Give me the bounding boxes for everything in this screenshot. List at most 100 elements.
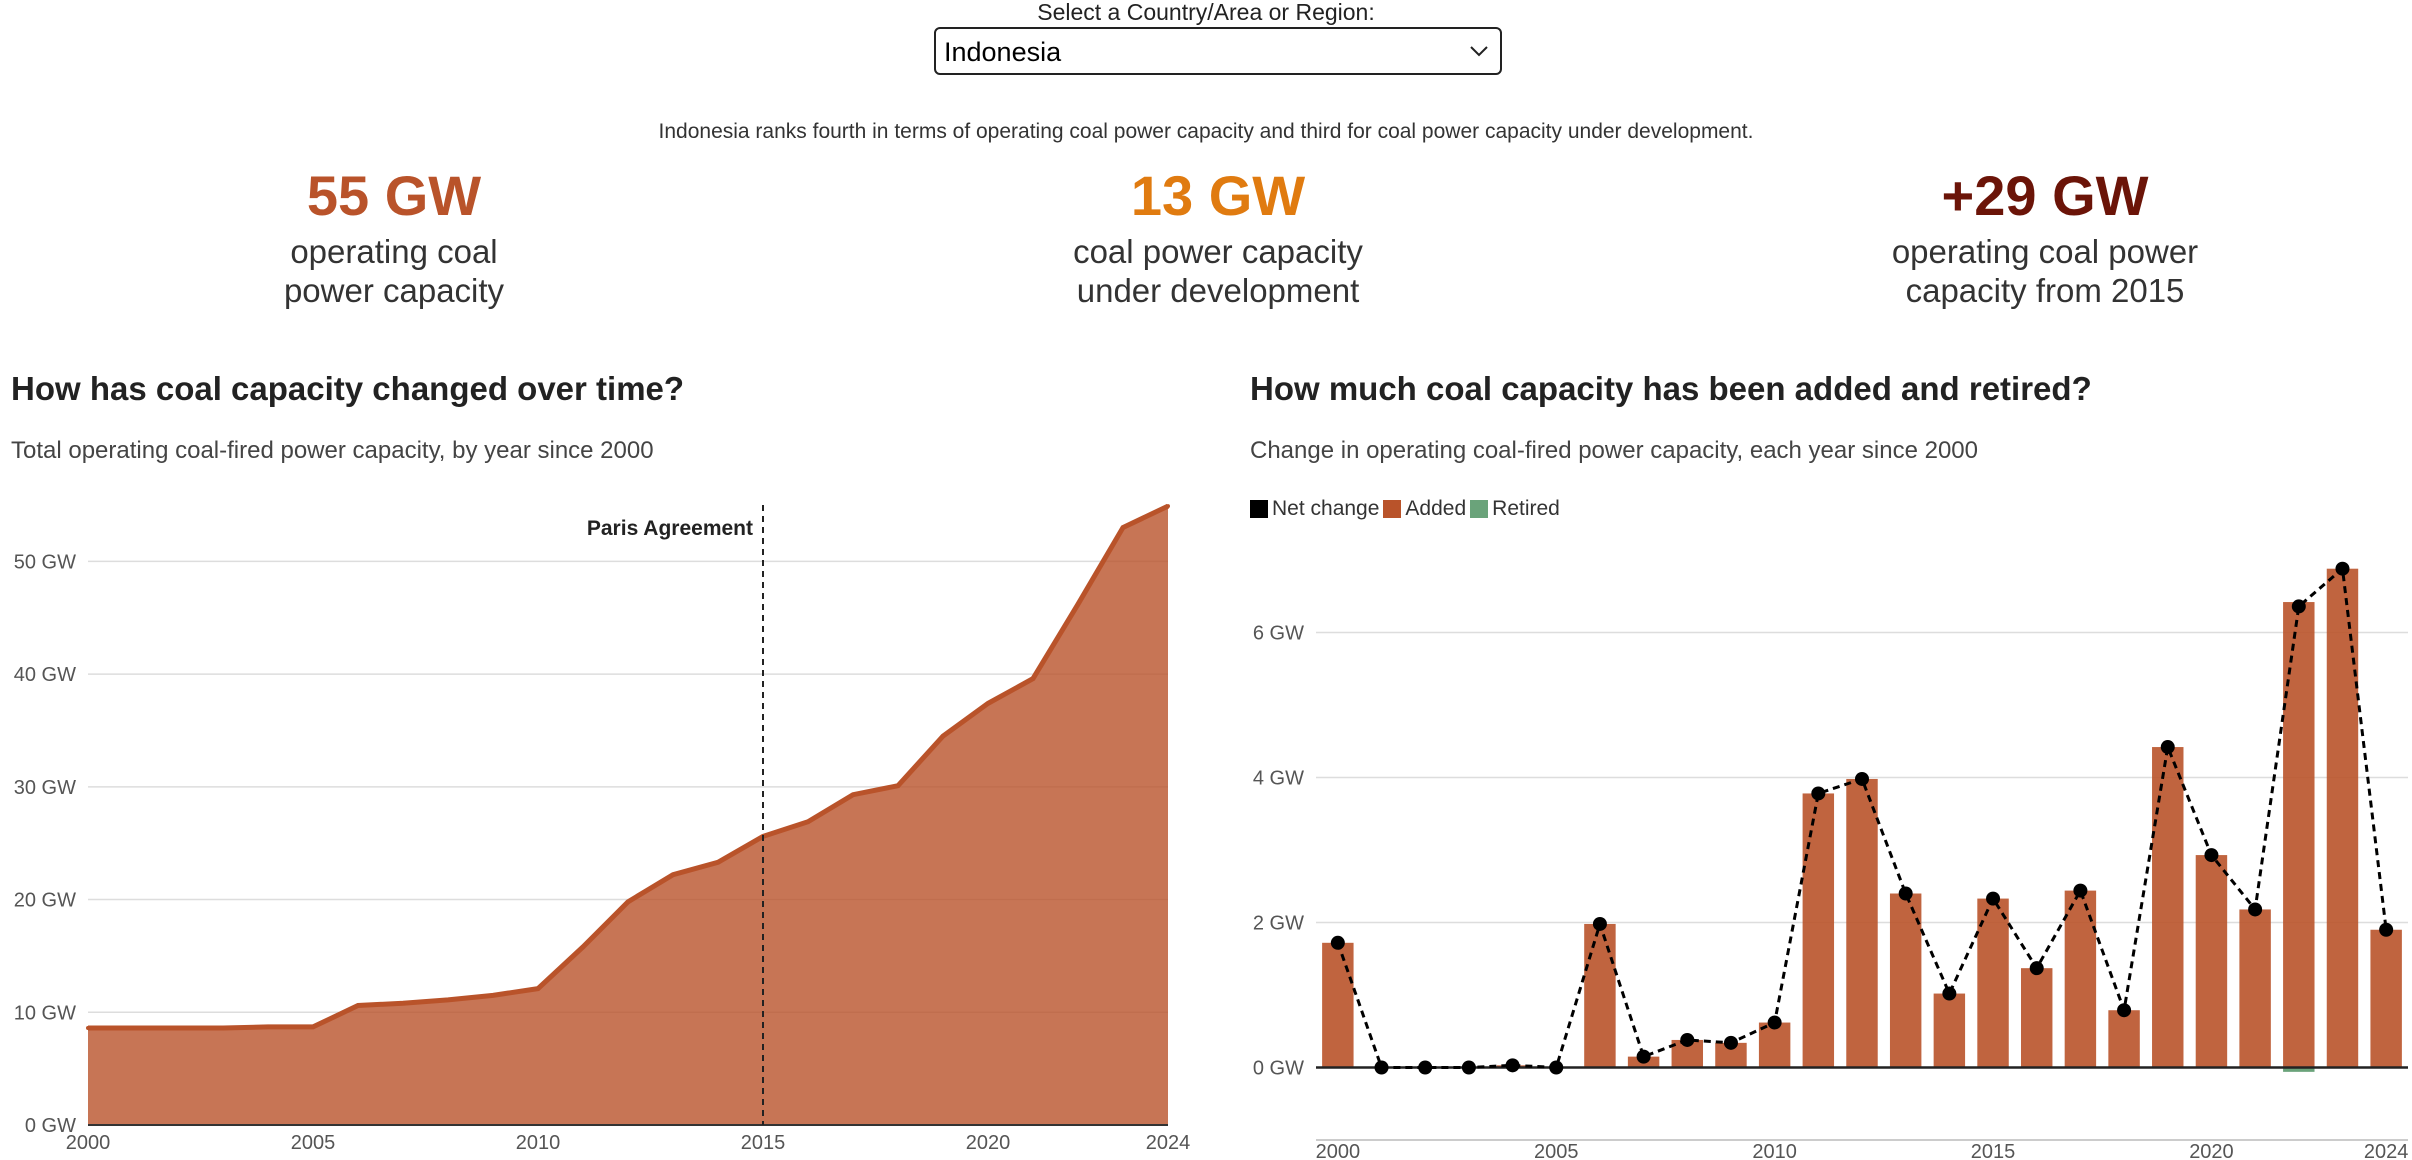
right-chart-subtitle: Change in operating coal-fired power cap… bbox=[1250, 437, 1978, 464]
x-tick-label: 2005 bbox=[1534, 1141, 1579, 1160]
bar-added bbox=[1977, 898, 2009, 1068]
legend-item-added[interactable]: Added bbox=[1383, 497, 1466, 521]
bar-added bbox=[1322, 942, 1354, 1068]
data-point bbox=[716, 860, 720, 865]
x-tick-label: 2000 bbox=[1316, 1141, 1361, 1160]
chevron-down-icon bbox=[1470, 46, 1488, 57]
net-change-point bbox=[2379, 922, 2394, 937]
capacity-area-chart: 0 GW 10 GW 20 GW 30 GW 40 GW 50 GW 2000 2005 201… bbox=[14, 503, 1190, 1154]
y-tick-label: 4 GW bbox=[1253, 768, 1304, 790]
x-tick-label: 2020 bbox=[966, 1132, 1011, 1154]
net-change-point bbox=[1330, 935, 1345, 950]
stat-value: 13 GW bbox=[1130, 164, 1306, 227]
legend-item-retired[interactable]: Retired bbox=[1470, 497, 1560, 521]
data-point bbox=[221, 1026, 225, 1031]
net-change-point bbox=[1942, 986, 1957, 1001]
data-point bbox=[176, 1026, 180, 1031]
net-change-point bbox=[1723, 1035, 1738, 1050]
net-change-point bbox=[2248, 902, 2263, 917]
stat-change-since-2015: +29 GW operating coal power capacity fro… bbox=[1795, 160, 2295, 310]
net-change-point bbox=[2117, 1003, 2132, 1018]
data-point bbox=[896, 783, 900, 788]
net-change-point bbox=[1986, 891, 2001, 906]
bar-added bbox=[2152, 747, 2184, 1068]
y-tick-label: 30 GW bbox=[14, 777, 76, 799]
legend-swatch bbox=[1250, 500, 1268, 518]
data-point bbox=[941, 734, 945, 739]
stat-label-line1: coal power capacity bbox=[1073, 233, 1363, 270]
stat-development: 13 GW coal power capacity under developm… bbox=[968, 160, 1468, 310]
net-change-point bbox=[2029, 961, 2044, 976]
data-point bbox=[986, 701, 990, 706]
stat-label-line2: under development bbox=[1076, 272, 1360, 309]
y-tick-label: 6 GW bbox=[1253, 623, 1304, 645]
net-change-point bbox=[2204, 848, 2219, 863]
y-tick-label: 2 GW bbox=[1253, 913, 1304, 935]
bar-added bbox=[2020, 968, 2053, 1068]
legend-label: Retired bbox=[1492, 497, 1560, 520]
net-change-point bbox=[1680, 1032, 1695, 1047]
stat-label-line2: capacity from 2015 bbox=[1905, 272, 2185, 309]
stat-operating: 55 GW operating coal power capacity bbox=[144, 160, 644, 310]
bar-added bbox=[1802, 793, 1835, 1068]
bar-added bbox=[2195, 855, 2228, 1068]
data-point bbox=[1076, 602, 1080, 607]
net-change-point bbox=[1898, 886, 1913, 901]
net-change-point bbox=[1505, 1058, 1520, 1073]
data-point bbox=[536, 986, 540, 991]
legend-label: Added bbox=[1405, 497, 1467, 520]
net-change-point bbox=[1461, 1060, 1476, 1075]
legend-swatch bbox=[1383, 500, 1402, 518]
x-tick-label: 2000 bbox=[66, 1132, 111, 1154]
x-tick-label: 2015 bbox=[1971, 1141, 2016, 1160]
bar-added bbox=[2370, 929, 2402, 1068]
data-point bbox=[1031, 676, 1035, 681]
chart-legend: Net change Added Retired bbox=[1250, 497, 1564, 521]
data-point bbox=[491, 993, 495, 998]
legend-swatch bbox=[1470, 500, 1489, 518]
net-change-point bbox=[2160, 740, 2175, 755]
net-change-point bbox=[1636, 1049, 1651, 1064]
x-tick-label: 2024 bbox=[2364, 1141, 2409, 1160]
legend-label: Net change bbox=[1272, 497, 1380, 520]
data-point bbox=[131, 1026, 135, 1031]
net-change-point bbox=[1855, 771, 1869, 786]
bar-added bbox=[2239, 909, 2271, 1068]
data-point bbox=[671, 872, 675, 877]
bar-added bbox=[1846, 778, 1878, 1068]
y-tick-label: 0 GW bbox=[25, 1115, 76, 1137]
country-select[interactable]: Indonesia bbox=[934, 27, 1502, 75]
data-point bbox=[626, 899, 630, 904]
data-point bbox=[851, 792, 855, 797]
net-change-point bbox=[1418, 1060, 1433, 1075]
ranking-text: Indonesia ranks fourth in terms of opera… bbox=[658, 120, 1754, 143]
bar-added bbox=[1933, 993, 1966, 1068]
stat-label-line2: power capacity bbox=[283, 272, 505, 309]
legend-item-net-change[interactable]: Net change bbox=[1250, 497, 1379, 521]
x-tick-label: 2010 bbox=[516, 1132, 561, 1154]
bar-added bbox=[2108, 1010, 2140, 1068]
stat-label-line1: operating coal bbox=[290, 233, 498, 270]
left-chart-subtitle: Total operating coal-fired power capacit… bbox=[11, 437, 654, 464]
net-change-point bbox=[2073, 883, 2088, 898]
selector-label: Select a Country/Area or Region: bbox=[1037, 0, 1375, 25]
data-point bbox=[1121, 525, 1125, 530]
bar-added bbox=[2326, 568, 2359, 1068]
data-point bbox=[266, 1024, 270, 1029]
paris-agreement-label: Paris Agreement bbox=[587, 517, 753, 540]
right-chart-title: How much coal capacity has been added an… bbox=[1250, 370, 2092, 407]
stat-value: 55 GW bbox=[306, 164, 482, 227]
net-change-point bbox=[1374, 1060, 1389, 1075]
y-tick-label: 0 GW bbox=[1253, 1058, 1304, 1080]
data-point bbox=[311, 1024, 315, 1029]
x-tick-label: 2005 bbox=[291, 1132, 336, 1154]
left-chart-title: How has coal capacity changed over time? bbox=[11, 370, 685, 407]
data-point bbox=[581, 944, 585, 949]
bar-added bbox=[2283, 602, 2315, 1068]
y-tick-label: 50 GW bbox=[14, 551, 76, 573]
net-change-point bbox=[1592, 916, 1607, 931]
net-change-point bbox=[1811, 786, 1826, 801]
y-tick-label: 10 GW bbox=[14, 1002, 76, 1024]
x-tick-label: 2010 bbox=[1752, 1141, 1797, 1160]
